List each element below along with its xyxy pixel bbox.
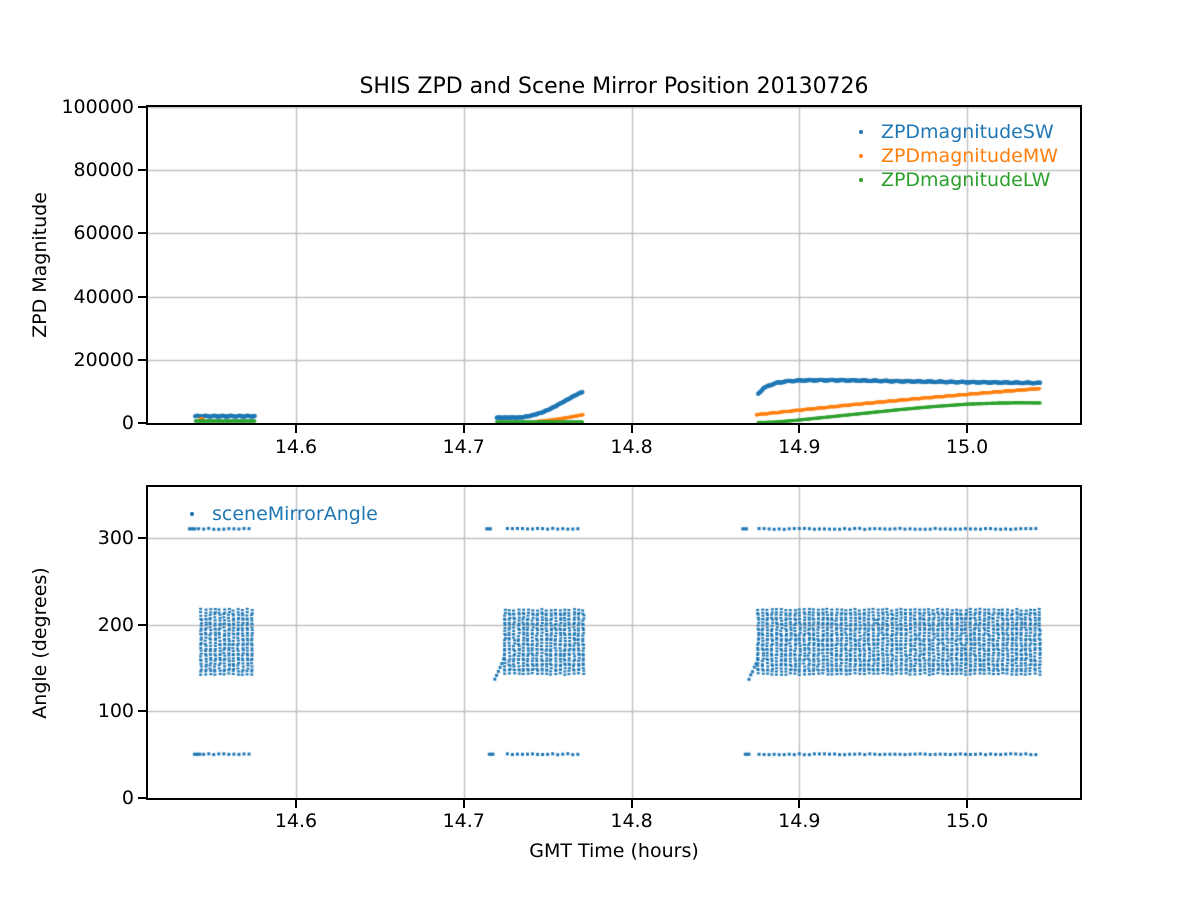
x-tick-mark	[966, 800, 969, 808]
y-tick-label: 0	[121, 787, 134, 809]
x-tick-mark	[966, 425, 969, 433]
x-tick-label: 14.7	[442, 436, 485, 458]
x-tick-mark	[294, 425, 297, 433]
y-tick-label: 100	[97, 700, 134, 723]
legend-marker-icon	[858, 154, 863, 158]
legend-row: ZPDmagnitudeSW	[855, 120, 1054, 144]
x-tick-label: 15.0	[945, 810, 989, 832]
x-tick-label: 14.6	[274, 810, 318, 832]
y-tick-label: 300	[97, 526, 134, 549]
bottom-legend: sceneMirrorAngle	[186, 502, 378, 526]
legend-label: sceneMirrorAngle	[212, 503, 378, 525]
y-tick-label: 60000	[73, 222, 134, 245]
top-legend: ZPDmagnitudeSW ZPDmagnitudeMW ZPDmagnitude…	[855, 120, 1058, 192]
legend-row: ZPDmagnitudeLW	[855, 168, 1051, 192]
x-tick-mark	[798, 425, 801, 433]
legend-label: ZPDmagnitudeMW	[880, 145, 1058, 167]
legend-row: sceneMirrorAngle	[186, 502, 378, 526]
x-tick-label: 14.8	[610, 810, 653, 832]
y-tick-mark	[138, 623, 146, 626]
x-tick-label: 14.9	[778, 810, 821, 832]
x-tick-mark	[630, 425, 633, 433]
legend-marker-icon	[190, 512, 194, 516]
x-tick-mark	[294, 800, 297, 808]
legend-label: ZPDmagnitudeSW	[880, 121, 1054, 143]
y-tick-label: 100000	[61, 96, 134, 118]
y-tick-mark	[138, 232, 146, 235]
x-tick-mark	[798, 800, 801, 808]
top-axes: ZPDmagnitudeSW ZPDmagnitudeMW ZPDmagnitude…	[146, 105, 1082, 425]
y-tick-label: 0	[121, 412, 134, 434]
legend-label: ZPDmagnitudeLW	[880, 169, 1051, 191]
top-y-axis-label: ZPD Magnitude	[29, 192, 51, 338]
y-tick-mark	[138, 797, 146, 799]
y-tick-mark	[138, 295, 146, 298]
y-tick-mark	[138, 106, 146, 108]
top-plot-canvas	[148, 107, 1080, 423]
x-axis-label: GMT Time (hours)	[529, 840, 699, 862]
y-tick-label: 40000	[73, 285, 134, 308]
legend-marker-icon	[858, 178, 863, 182]
x-tick-mark	[630, 800, 633, 808]
y-tick-label: 200	[97, 613, 134, 636]
bottom-axes: sceneMirrorAngle	[146, 485, 1082, 800]
x-tick-label: 15.0	[945, 436, 989, 458]
y-tick-mark	[138, 422, 146, 424]
y-tick-mark	[138, 169, 146, 172]
x-tick-label: 14.7	[442, 810, 485, 832]
chart-title: SHIS ZPD and Scene Mirror Position 20130…	[359, 74, 869, 99]
y-tick-label: 20000	[73, 348, 134, 371]
x-tick-mark	[462, 425, 465, 433]
x-tick-label: 14.9	[778, 436, 821, 458]
bottom-plot-canvas	[148, 487, 1080, 798]
y-tick-mark	[138, 710, 146, 713]
legend-marker-icon	[858, 130, 863, 134]
x-tick-label: 14.8	[610, 436, 653, 458]
y-tick-label: 80000	[73, 159, 134, 182]
x-tick-mark	[462, 800, 465, 808]
x-tick-label: 14.6	[274, 436, 318, 458]
y-tick-mark	[138, 536, 146, 539]
y-tick-mark	[138, 358, 146, 361]
legend-row: ZPDmagnitudeMW	[855, 144, 1058, 168]
